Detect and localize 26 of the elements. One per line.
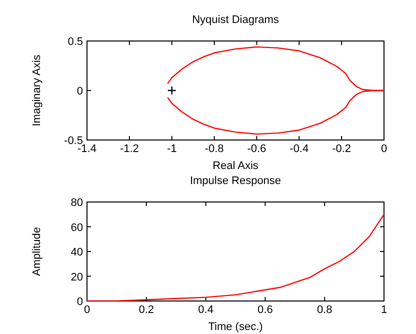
x-tick-label: -1	[166, 143, 177, 155]
x-tick-label: 0.8	[316, 304, 332, 316]
x-tick-label: -1.2	[120, 143, 139, 155]
chart-title: Nyquist Diagrams	[192, 14, 280, 26]
x-tick-label: -0.4	[290, 143, 309, 155]
y-axis-title: Amplitude	[31, 227, 43, 276]
x-tick-label: -0.8	[204, 143, 224, 155]
y-tick-label: 80	[70, 197, 83, 209]
x-tick-label: 1	[380, 304, 388, 316]
y-tick-label: 40	[70, 246, 83, 258]
y-axis-title: Imaginary Axis	[31, 54, 43, 126]
x-tick-label: 0.4	[198, 304, 214, 316]
y-tick-label: 0	[76, 296, 83, 308]
x-tick-label: 0.6	[258, 304, 273, 316]
chart-title: Impulse Response	[190, 175, 282, 187]
x-tick-label: -0.6	[247, 143, 266, 155]
x-tick-label: -0.2	[332, 143, 352, 155]
y-tick-label: 0	[76, 86, 83, 98]
line-series	[87, 214, 384, 301]
x-axis-title: Time (sec.)	[208, 321, 263, 333]
x-axis-title: Real Axis	[212, 160, 259, 172]
y-tick-label: 0.5	[68, 36, 83, 48]
x-tick-label: 0.2	[138, 304, 154, 316]
x-tick-label: 0	[380, 143, 388, 155]
y-tick-label: 20	[70, 271, 83, 284]
y-tick-label: 60	[70, 222, 83, 234]
